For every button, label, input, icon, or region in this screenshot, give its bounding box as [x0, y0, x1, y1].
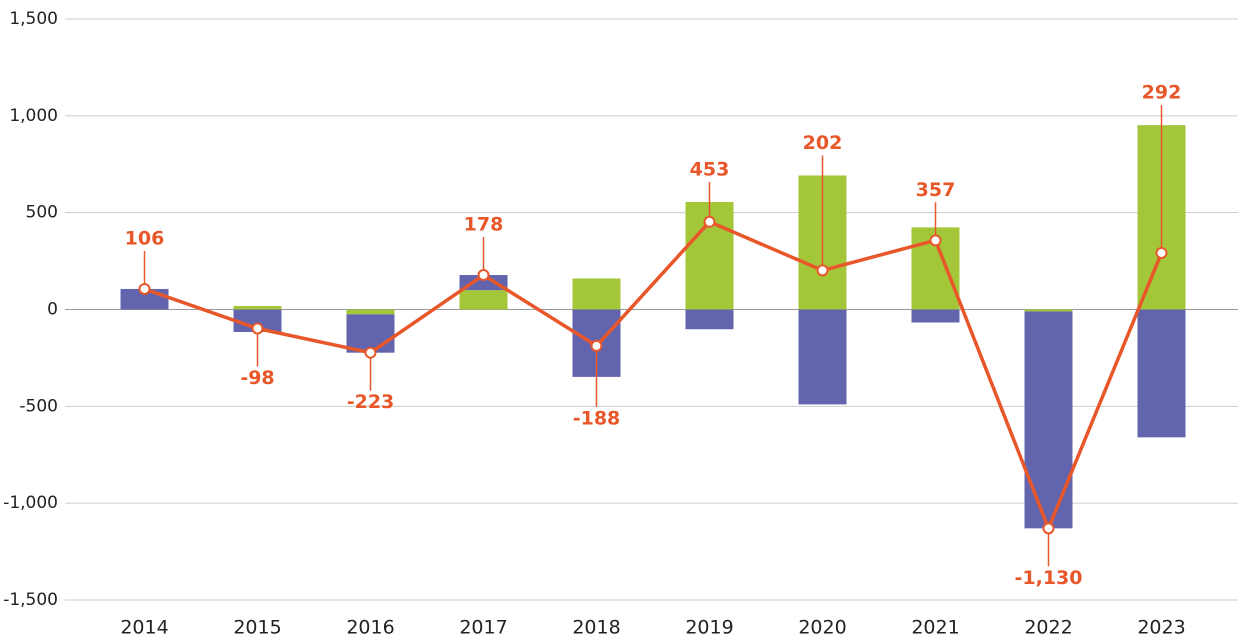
value-label: 106 — [125, 227, 165, 249]
bar — [1024, 309, 1073, 312]
point — [477, 269, 490, 282]
y-tick-label: -1,000 — [3, 493, 58, 513]
y-tick-label: 1,000 — [9, 106, 58, 126]
bar — [459, 275, 508, 291]
bar — [346, 314, 395, 353]
point — [1155, 246, 1168, 259]
bar — [346, 309, 395, 315]
point — [703, 215, 716, 228]
point — [816, 264, 829, 277]
y-tick-label: 0 — [47, 300, 58, 320]
x-tick-label: 2018 — [572, 617, 620, 639]
bar — [233, 309, 282, 332]
x-tick-label: 2015 — [233, 617, 281, 639]
point — [590, 339, 603, 352]
value-label: 178 — [464, 214, 504, 236]
point — [364, 346, 377, 359]
value-label: 292 — [1142, 82, 1182, 104]
value-label: -188 — [573, 407, 621, 429]
x-tick-label: 2019 — [685, 617, 733, 639]
bar — [572, 278, 621, 310]
point — [1042, 522, 1055, 535]
value-label: -223 — [347, 391, 395, 413]
x-tick-label: 2023 — [1137, 617, 1185, 639]
y-tick-label: 1,500 — [9, 9, 58, 29]
x-tick-label: 2017 — [459, 617, 507, 639]
x-tick-label: 2020 — [798, 617, 846, 639]
bar — [685, 309, 734, 330]
value-label: 453 — [690, 159, 730, 181]
x-tick-label: 2021 — [911, 617, 959, 639]
bar — [1024, 311, 1073, 529]
line — [143, 220, 1164, 531]
value-label: 202 — [803, 132, 843, 154]
x-tick-label: 2022 — [1024, 617, 1072, 639]
bar — [798, 309, 847, 405]
y-tick-label: 500 — [26, 203, 58, 223]
bar — [459, 290, 508, 310]
value-label: 357 — [916, 179, 956, 201]
x-tick-label: 2014 — [120, 617, 168, 639]
point — [251, 322, 264, 335]
value-label: -1,130 — [1015, 567, 1083, 589]
bar — [233, 306, 282, 310]
point — [138, 282, 151, 295]
bar — [1137, 309, 1186, 438]
value-label: -98 — [240, 367, 274, 389]
bar — [911, 309, 960, 323]
y-tick-label: -1,500 — [3, 590, 58, 610]
x-tick-label: 2016 — [346, 617, 394, 639]
point — [929, 234, 942, 247]
y-tick-label: -500 — [19, 396, 58, 416]
